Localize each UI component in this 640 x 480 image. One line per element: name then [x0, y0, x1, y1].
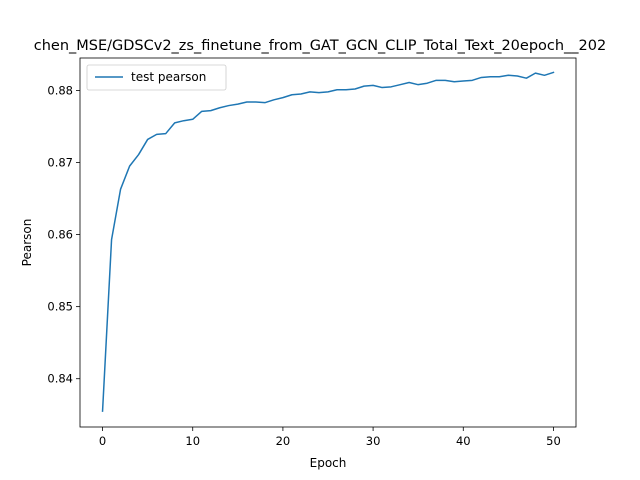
x-tick-label: 40 [456, 434, 471, 448]
x-tick-label: 30 [366, 434, 381, 448]
plot-area [79, 57, 577, 428]
x-tick-label: 10 [185, 434, 200, 448]
x-tick-label: 20 [276, 434, 291, 448]
y-tick-label: 0.88 [47, 83, 73, 97]
y-axis-ticks: 0.84 0.85 0.86 0.87 0.88 [47, 83, 80, 386]
axes-frame [79, 57, 577, 428]
series-layer [101, 71, 555, 412]
x-axis-ticks: 0 10 20 30 40 50 [99, 427, 561, 448]
y-tick-label: 0.85 [47, 300, 73, 314]
x-tick-label: 0 [99, 434, 106, 448]
x-axis-label: Epoch [310, 456, 347, 470]
y-tick-label: 0.87 [47, 156, 73, 170]
y-tick-label: 0.86 [47, 228, 73, 242]
legend-label: test pearson [131, 70, 206, 84]
series-line [101, 71, 555, 412]
legend-box [86, 64, 227, 91]
x-tick-label: 50 [546, 434, 561, 448]
y-tick-label: 0.84 [47, 372, 73, 386]
chart-title: chen_MSE/GDSCv2_zs_finetune_from_GAT_GCN… [34, 38, 607, 54]
y-axis-label: Pearson [20, 219, 34, 267]
legend: test pearson [86, 64, 227, 91]
